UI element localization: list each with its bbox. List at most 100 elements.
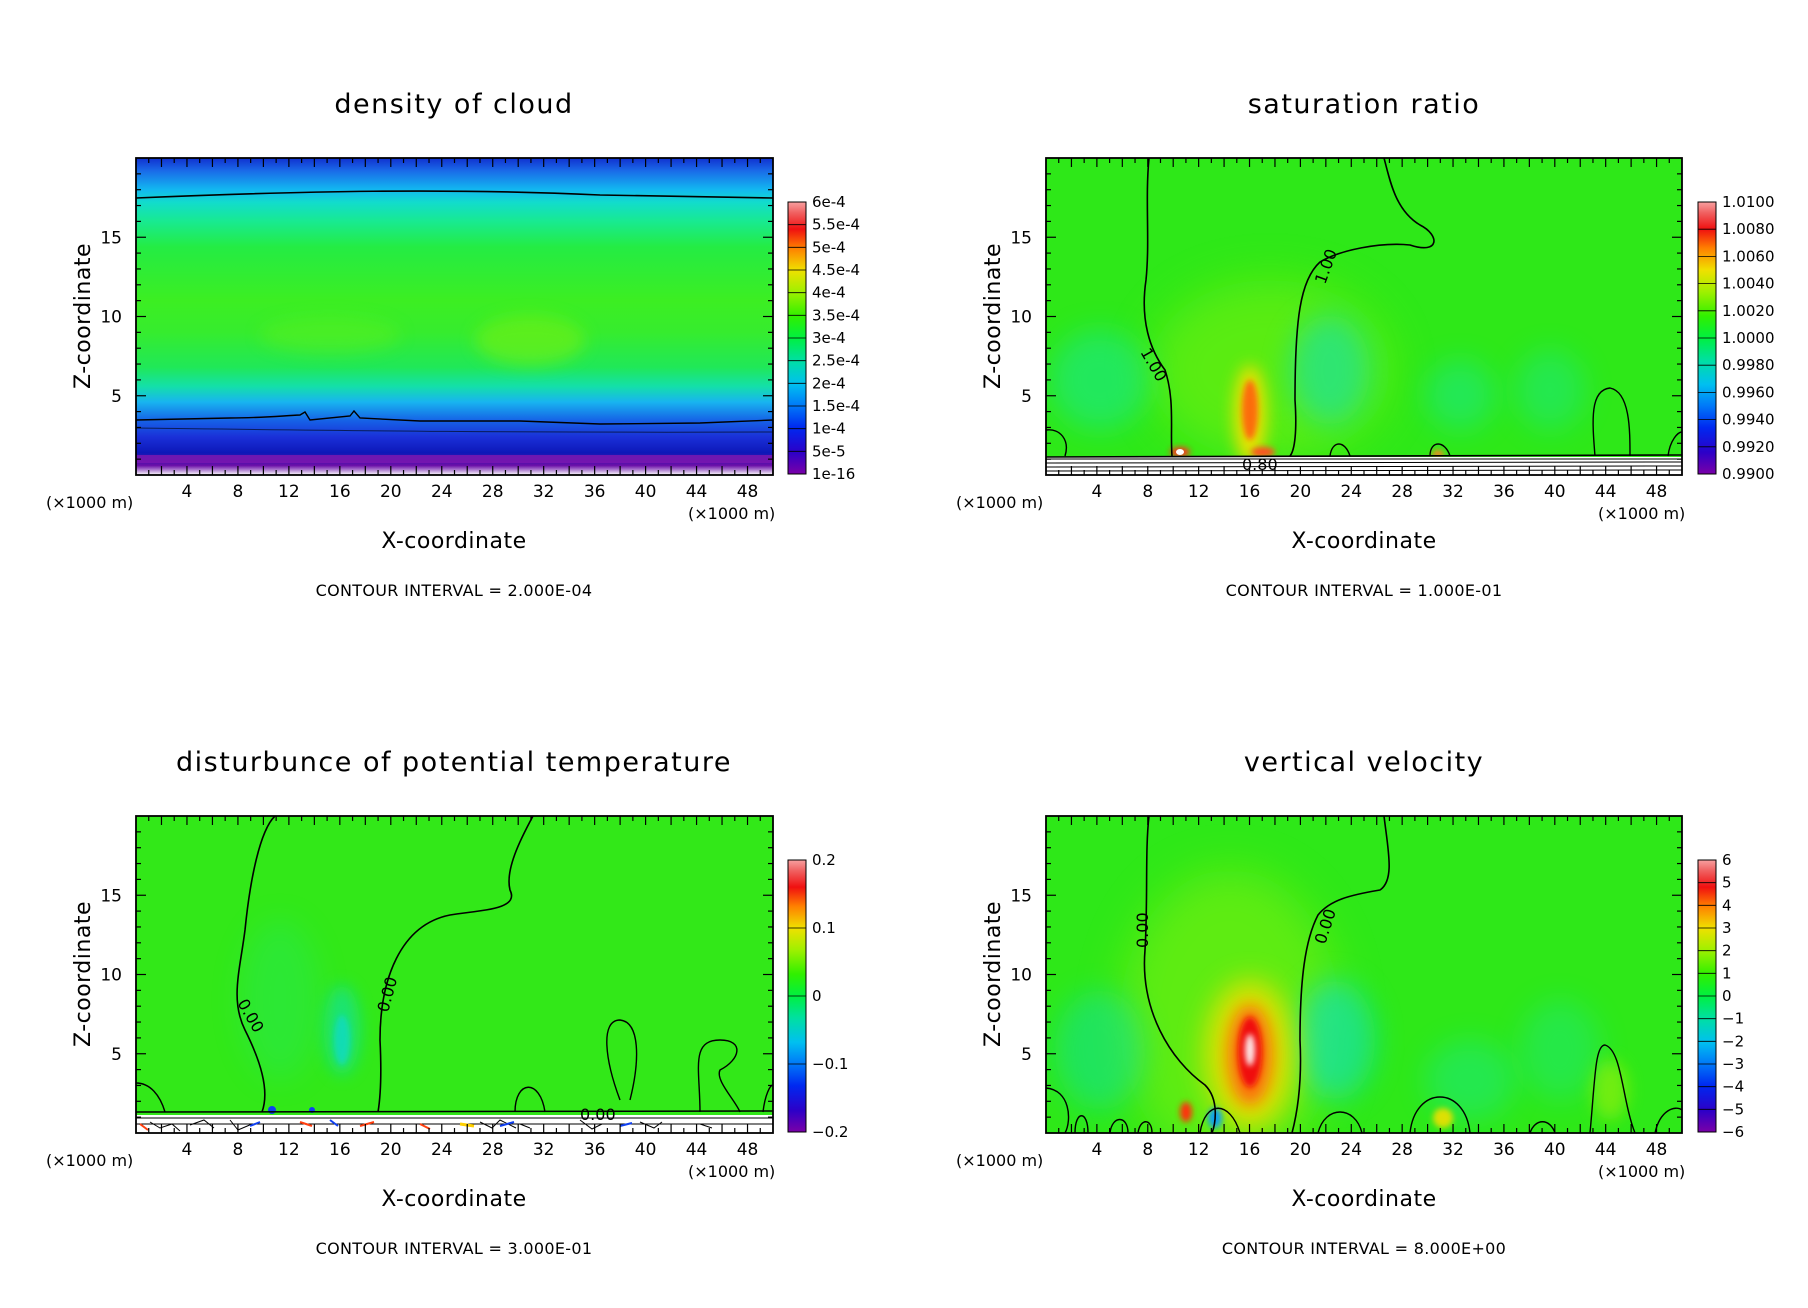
contour-line — [136, 190, 773, 199]
x-tick-label: 44 — [686, 482, 708, 502]
y-axis-label: Z-coordinate — [71, 243, 96, 389]
x-tick-label: 8 — [1142, 1140, 1153, 1160]
x-tick-label: 28 — [482, 482, 504, 502]
colorbar-label: −0.1 — [812, 1055, 848, 1073]
colorbar-label: 1.0040 — [1722, 275, 1775, 293]
y-axis-label: Z-coordinate — [71, 901, 96, 1047]
x-tick-label: 20 — [1290, 482, 1312, 502]
colorbar-label: 1.0020 — [1722, 302, 1775, 320]
colorbar: 1.0100 1.0080 1.0060 1.0040 1.0020 1.0000 0.99… — [1697, 193, 1775, 483]
y-tick-label: 10 — [100, 966, 122, 986]
colorbar-label: −2 — [1722, 1032, 1744, 1050]
contour-line — [236, 816, 276, 1113]
contour-interval: CONTOUR INTERVAL = 3.000E-01 — [316, 1239, 593, 1258]
x-tick-label: 36 — [1493, 482, 1515, 502]
contour-label: 0.80 — [1242, 455, 1278, 474]
colorbar-label: 4e-4 — [812, 284, 846, 302]
x-axis-label: X-coordinate — [381, 529, 526, 554]
x-tick-label: 48 — [737, 482, 759, 502]
colorbar-label: 6e-4 — [812, 193, 846, 211]
x-tick-label: 40 — [635, 1140, 657, 1160]
x-tick-label: 32 — [533, 482, 555, 502]
chart-title: saturation ratio — [1248, 89, 1481, 120]
x-tick-label: 48 — [1646, 482, 1668, 502]
x-tick-label: 36 — [584, 1140, 606, 1160]
x-tick-label: 40 — [1544, 482, 1566, 502]
colorbar-label: 0.9920 — [1722, 438, 1775, 456]
x-unit-left: (×1000 m) — [46, 493, 133, 512]
y-tick-label: 15 — [100, 886, 122, 906]
colorbar-label: −3 — [1722, 1055, 1744, 1073]
colorbar-label: −0.2 — [812, 1123, 848, 1141]
colorbar-label: 0.9900 — [1722, 465, 1775, 483]
contour-label: 0.00 — [1133, 912, 1152, 948]
x-tick-label: 28 — [1391, 482, 1413, 502]
x-tick-label: 16 — [1239, 1140, 1261, 1160]
colorbar-label: 4.5e-4 — [812, 261, 860, 279]
x-unit-left: (×1000 m) — [956, 1151, 1043, 1170]
colorbar-label: 6 — [1722, 851, 1732, 869]
x-tick-label: 44 — [1595, 1140, 1617, 1160]
colorbar-label: −5 — [1722, 1100, 1744, 1118]
x-tick-label: 16 — [1239, 482, 1261, 502]
y-tick-label: 15 — [1010, 228, 1032, 248]
contour-line — [1143, 158, 1173, 457]
heatmap-field — [1046, 158, 1682, 475]
x-tick-label: 8 — [233, 482, 244, 502]
x-tick-label: 16 — [329, 1140, 351, 1160]
colorbar-label: 1.0060 — [1722, 247, 1775, 265]
colorbar-label: 5.5e-4 — [812, 216, 860, 234]
x-tick-label: 4 — [182, 1140, 193, 1160]
panel-vertical-velocity: vertical velocity — [956, 747, 1744, 1258]
x-tick-label: 44 — [686, 1140, 708, 1160]
x-axis-label: X-coordinate — [381, 1187, 526, 1212]
x-unit-right: (×1000 m) — [1598, 504, 1685, 523]
panel-density-of-cloud: density of cloud 4 8 12 16 20 24 28 32 36 40 44 485… — [46, 89, 860, 600]
chart-title: vertical velocity — [1244, 747, 1484, 778]
x-tick-label: 48 — [1646, 1140, 1668, 1160]
x-tick-label: 24 — [431, 1140, 453, 1160]
contour-interval: CONTOUR INTERVAL = 8.000E+00 — [1222, 1239, 1506, 1258]
colorbar-label: −1 — [1722, 1010, 1744, 1028]
colorbar-label: 0.1 — [812, 919, 836, 937]
x-tick-label: 20 — [1290, 1140, 1312, 1160]
colorbar-label: 3e-4 — [812, 329, 846, 347]
colorbar-label: 0.9980 — [1722, 356, 1775, 374]
colorbar-label: 1e-4 — [812, 420, 846, 438]
contour-interval: CONTOUR INTERVAL = 1.000E-01 — [1226, 581, 1503, 600]
y-tick-label: 15 — [1010, 886, 1032, 906]
colorbar-label: 0 — [1722, 987, 1732, 1005]
colorbar: 0.2 0.1 0 −0.1 −0.2 — [787, 851, 848, 1141]
y-tick-label: 5 — [1021, 1045, 1032, 1065]
colorbar-label: 3.5e-4 — [812, 306, 860, 324]
colorbar-label: 2 — [1722, 942, 1732, 960]
x-axis-label: X-coordinate — [1291, 529, 1436, 554]
colorbar: 6e-4 5.5e-4 5e-4 4.5e-4 4e-4 3.5e-4 3e-4 2.5e-4… — [787, 193, 860, 483]
chart-title: disturbunce of potential temperature — [176, 747, 732, 778]
x-tick-label: 36 — [1493, 1140, 1515, 1160]
x-unit-left: (×1000 m) — [956, 493, 1043, 512]
colorbar-label: 2e-4 — [812, 374, 846, 392]
x-tick-label: 12 — [278, 482, 300, 502]
contour-line — [1291, 816, 1390, 1133]
x-tick-label: 24 — [1340, 1140, 1362, 1160]
y-tick-label: 10 — [100, 308, 122, 328]
colorbar-label: 1.0080 — [1722, 220, 1775, 238]
x-tick-label: 24 — [431, 482, 453, 502]
chart-title: density of cloud — [334, 89, 573, 120]
x-tick-label: 28 — [482, 1140, 504, 1160]
y-tick-label: 10 — [1010, 308, 1032, 328]
contour-line — [1289, 158, 1435, 457]
x-tick-label: 32 — [1442, 1140, 1464, 1160]
x-tick-label: 4 — [1091, 482, 1102, 502]
x-unit-left: (×1000 m) — [46, 1151, 133, 1170]
contour-line — [1143, 816, 1217, 1133]
y-tick-label: 5 — [111, 387, 122, 407]
x-tick-label: 8 — [233, 1140, 244, 1160]
x-unit-right: (×1000 m) — [688, 1162, 775, 1181]
